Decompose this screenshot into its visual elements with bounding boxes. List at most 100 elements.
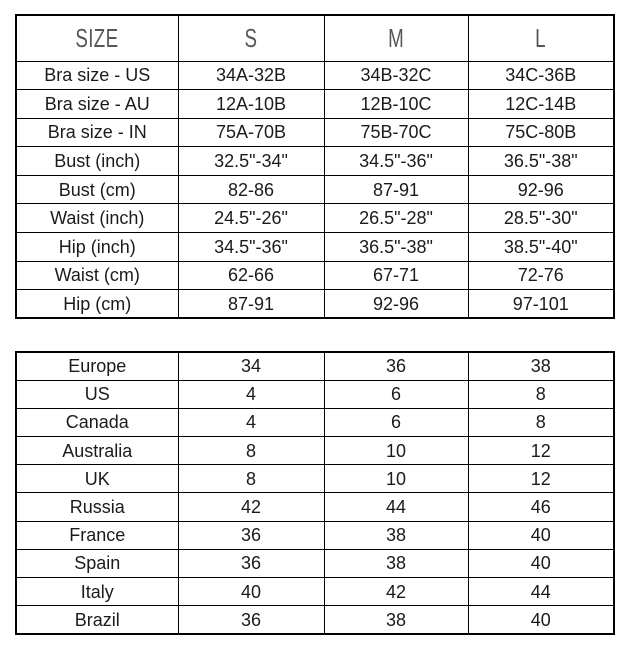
row-label: Australia bbox=[15, 436, 179, 466]
row-value: 46 bbox=[467, 492, 615, 522]
row-value: 28.5"-30" bbox=[467, 203, 615, 234]
row-value: 8 bbox=[467, 407, 615, 438]
row-value: 4 bbox=[177, 407, 325, 438]
row-label: Bra size - AU bbox=[15, 89, 179, 119]
row-label: Waist (cm) bbox=[15, 260, 179, 291]
row-value: 34.5"-36" bbox=[323, 146, 469, 176]
row-value: 6 bbox=[323, 379, 469, 409]
table-row: Australia 8 10 12 bbox=[15, 436, 615, 466]
row-value: 38 bbox=[323, 605, 469, 635]
row-value: 12A-10B bbox=[177, 89, 325, 119]
row-value: 38 bbox=[467, 351, 615, 381]
row-value: 34 bbox=[177, 351, 325, 381]
row-label: Brazil bbox=[15, 605, 179, 635]
row-value: 38 bbox=[323, 548, 469, 579]
row-value: 92-96 bbox=[323, 289, 469, 319]
row-value: 42 bbox=[323, 576, 469, 607]
row-label: Russia bbox=[15, 492, 179, 522]
row-value: 67-71 bbox=[323, 260, 469, 291]
row-value: 40 bbox=[467, 520, 615, 550]
table-row: Bust (inch) 32.5"-34" 34.5"-36" 36.5"-38" bbox=[15, 146, 615, 176]
row-value: 92-96 bbox=[467, 174, 615, 205]
size-header-label: SIZE bbox=[75, 23, 119, 54]
row-value: 12 bbox=[467, 436, 615, 466]
row-label: Hip (inch) bbox=[15, 232, 179, 262]
row-value: 40 bbox=[467, 548, 615, 579]
international-conversion-table: Europe 34 36 38 US 4 6 8 Canada 4 6 8 Australia 8 10 12… bbox=[15, 351, 615, 635]
size-header-cell: SIZE bbox=[15, 14, 179, 62]
row-value: 75C-80B bbox=[467, 117, 615, 148]
row-label: US bbox=[15, 379, 179, 409]
table-row: Canada 4 6 8 bbox=[15, 407, 615, 438]
row-value: 62-66 bbox=[177, 260, 325, 291]
table-row: Waist (inch) 24.5"-26" 26.5"-28" 28.5"-30" bbox=[15, 203, 615, 234]
row-value: 42 bbox=[177, 492, 325, 522]
table-row: France 36 38 40 bbox=[15, 520, 615, 550]
row-value: 10 bbox=[323, 436, 469, 466]
size-s-header-cell: S bbox=[177, 14, 325, 62]
row-value: 44 bbox=[323, 492, 469, 522]
table-row: Brazil 36 38 40 bbox=[15, 605, 615, 635]
row-value: 38 bbox=[323, 520, 469, 550]
row-label: Europe bbox=[15, 351, 179, 381]
table-row: Hip (cm) 87-91 92-96 97-101 bbox=[15, 289, 615, 319]
row-label: Waist (inch) bbox=[15, 203, 179, 234]
header-row: SIZE S M L bbox=[15, 14, 615, 62]
size-m-header-cell: M bbox=[323, 14, 469, 62]
table-row: US 4 6 8 bbox=[15, 379, 615, 409]
size-s-label: S bbox=[244, 23, 258, 54]
row-value: 40 bbox=[467, 605, 615, 635]
row-value: 40 bbox=[177, 576, 325, 607]
row-value: 8 bbox=[467, 379, 615, 409]
row-label: Bust (inch) bbox=[15, 146, 179, 176]
table-row: Russia 42 44 46 bbox=[15, 492, 615, 522]
row-label: Spain bbox=[15, 548, 179, 579]
table-row: Spain 36 38 40 bbox=[15, 548, 615, 579]
size-l-label: L bbox=[535, 23, 547, 54]
row-value: 34A-32B bbox=[177, 60, 325, 91]
table-row: Hip (inch) 34.5"-36" 36.5"-38" 38.5"-40" bbox=[15, 232, 615, 262]
row-value: 36.5"-38" bbox=[467, 146, 615, 176]
row-value: 32.5"-34" bbox=[177, 146, 325, 176]
row-value: 82-86 bbox=[177, 174, 325, 205]
row-label: France bbox=[15, 520, 179, 550]
table-row: Europe 34 36 38 bbox=[15, 351, 615, 381]
row-label: Bra size - US bbox=[15, 60, 179, 91]
row-value: 36 bbox=[177, 520, 325, 550]
row-value: 34B-32C bbox=[323, 60, 469, 91]
table-row: Bra size - IN 75A-70B 75B-70C 75C-80B bbox=[15, 117, 615, 148]
row-value: 34.5"-36" bbox=[177, 232, 325, 262]
table-row: Bra size - AU 12A-10B 12B-10C 12C-14B bbox=[15, 89, 615, 119]
table-row: Italy 40 42 44 bbox=[15, 576, 615, 607]
row-value: 87-91 bbox=[323, 174, 469, 205]
row-label: UK bbox=[15, 464, 179, 494]
row-value: 44 bbox=[467, 576, 615, 607]
row-label: Hip (cm) bbox=[15, 289, 179, 319]
row-label: Italy bbox=[15, 576, 179, 607]
row-value: 12B-10C bbox=[323, 89, 469, 119]
row-value: 24.5"-26" bbox=[177, 203, 325, 234]
row-value: 87-91 bbox=[177, 289, 325, 319]
row-label: Canada bbox=[15, 407, 179, 438]
size-m-label: M bbox=[388, 23, 404, 54]
row-label: Bust (cm) bbox=[15, 174, 179, 205]
row-value: 26.5"-28" bbox=[323, 203, 469, 234]
row-value: 10 bbox=[323, 464, 469, 494]
row-value: 8 bbox=[177, 464, 325, 494]
row-value: 36 bbox=[323, 351, 469, 381]
row-label: Bra size - IN bbox=[15, 117, 179, 148]
size-l-header-cell: L bbox=[467, 14, 615, 62]
row-value: 38.5"-40" bbox=[467, 232, 615, 262]
size-measurements-table: SIZE S M L Bra size - US 34A-32B 34B-32C 34… bbox=[15, 14, 615, 320]
table-row: Bra size - US 34A-32B 34B-32C 34C-36B bbox=[15, 60, 615, 91]
row-value: 75A-70B bbox=[177, 117, 325, 148]
row-value: 75B-70C bbox=[323, 117, 469, 148]
row-value: 34C-36B bbox=[467, 60, 615, 91]
row-value: 36 bbox=[177, 548, 325, 579]
table-row: Bust (cm) 82-86 87-91 92-96 bbox=[15, 174, 615, 205]
row-value: 97-101 bbox=[467, 289, 615, 319]
table-row: UK 8 10 12 bbox=[15, 464, 615, 494]
table-row: Waist (cm) 62-66 67-71 72-76 bbox=[15, 260, 615, 291]
row-value: 8 bbox=[177, 436, 325, 466]
